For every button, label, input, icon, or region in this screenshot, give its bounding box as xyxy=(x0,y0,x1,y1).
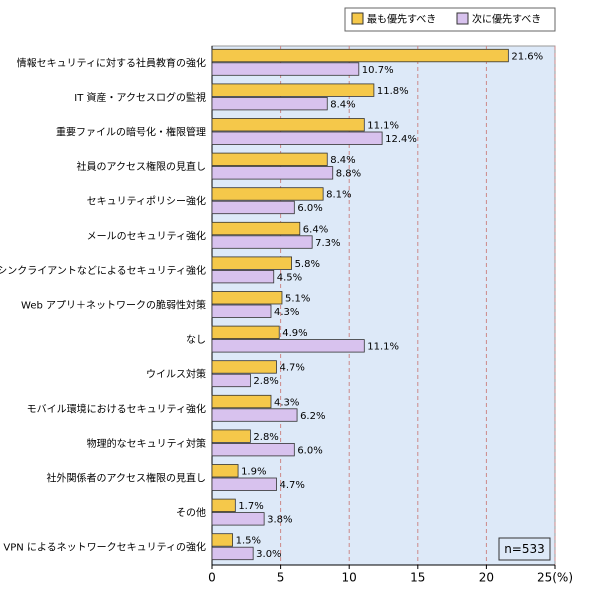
value-label: 1.7% xyxy=(238,501,263,512)
bar xyxy=(211,464,239,478)
bar xyxy=(211,512,265,526)
category-label: IT 資産・アクセスログの監視 xyxy=(74,91,206,104)
bar xyxy=(211,256,292,270)
category-label: ウイルス対策 xyxy=(146,368,206,381)
category-label: 社外関係者のアクセス権限の見直し xyxy=(47,472,207,485)
value-label: 4.7% xyxy=(279,363,304,374)
value-label: 6.2% xyxy=(300,411,325,422)
bar xyxy=(211,97,328,111)
x-tick-label: 5 xyxy=(277,571,285,585)
bar xyxy=(211,131,383,145)
value-label: 6.4% xyxy=(303,224,328,235)
x-tick-label: 15 xyxy=(410,571,425,585)
value-label: 4.5% xyxy=(277,272,302,283)
bar xyxy=(211,291,283,305)
legend-swatch xyxy=(456,12,469,25)
legend-swatch xyxy=(351,12,364,25)
bar xyxy=(211,83,375,97)
value-label: 1.5% xyxy=(236,536,261,547)
category-label: メールのセキュリティ強化 xyxy=(87,229,206,242)
bar xyxy=(211,304,272,318)
bar xyxy=(211,498,236,513)
bar xyxy=(211,118,365,132)
legend-label: 次に優先すべき xyxy=(472,13,541,26)
bar xyxy=(211,360,277,374)
value-label: 11.1% xyxy=(367,342,399,353)
bar xyxy=(211,235,313,249)
value-label: 11.1% xyxy=(367,121,399,132)
value-label: 4.3% xyxy=(274,397,299,408)
bar xyxy=(211,221,301,236)
value-label: 8.8% xyxy=(336,169,361,180)
category-label: VPN によるネットワークセキュリティの強化 xyxy=(3,541,206,554)
value-label: 6.0% xyxy=(297,203,322,214)
bar xyxy=(211,408,298,422)
category-label: Web アプリ＋ネットワークの脆弱性対策 xyxy=(21,299,206,312)
bar xyxy=(211,325,280,340)
category-label: 情報セキュリティに対する社員教育の強化 xyxy=(17,56,206,69)
bar xyxy=(211,477,277,491)
annotation-box xyxy=(498,537,551,561)
value-label: 21.6% xyxy=(511,51,543,62)
x-tick-label: 20 xyxy=(479,571,494,585)
value-label: 5.8% xyxy=(295,259,320,270)
value-label: 8.4% xyxy=(330,155,355,166)
legend-box xyxy=(344,7,556,32)
value-label: 4.3% xyxy=(274,307,299,318)
category-label: 物理的なセキュリティ対策 xyxy=(87,437,206,450)
value-label: 3.8% xyxy=(267,515,292,526)
value-label: 10.7% xyxy=(362,65,394,76)
bar xyxy=(211,166,334,180)
value-label: 11.8% xyxy=(377,86,409,97)
value-label: 2.8% xyxy=(253,432,278,443)
annotation: n=533 xyxy=(504,542,545,556)
bar xyxy=(211,394,272,409)
bar xyxy=(211,152,328,167)
category-label: なし xyxy=(186,334,206,346)
value-label: 5.1% xyxy=(285,294,310,305)
value-label: 4.7% xyxy=(279,480,304,491)
bar xyxy=(211,48,509,63)
value-label: 3.0% xyxy=(256,549,281,560)
value-label: 6.0% xyxy=(297,445,322,456)
value-label: 8.1% xyxy=(326,190,351,201)
category-label: 社員のアクセス権限の見直し xyxy=(77,160,207,173)
value-label: 12.4% xyxy=(385,134,417,145)
category-label: セキュリティポリシー強化 xyxy=(87,195,206,208)
bar xyxy=(211,429,251,443)
x-tick-label: 10 xyxy=(342,571,357,585)
category-label: シンクライアントなどによるセキュリティ強化 xyxy=(0,264,206,277)
value-label: 8.4% xyxy=(330,99,355,110)
x-tick-label: 0 xyxy=(208,571,216,585)
bar xyxy=(211,442,295,457)
category-label: モバイル環境におけるセキュリティ強化 xyxy=(27,402,206,415)
bar xyxy=(211,62,360,76)
bar xyxy=(211,339,365,353)
legend-label: 最も優先すべき xyxy=(367,13,436,26)
category-label: 重要ファイルの暗号化・権限管理 xyxy=(56,126,206,139)
value-label: 7.3% xyxy=(315,238,340,249)
value-label: 1.9% xyxy=(241,467,266,478)
bar xyxy=(211,533,233,547)
bar xyxy=(211,200,295,215)
bar xyxy=(211,187,324,201)
x-tick-label: 25(%) xyxy=(537,571,573,585)
value-label: 4.9% xyxy=(282,328,307,339)
value-label: 2.8% xyxy=(253,376,278,387)
bar xyxy=(211,373,251,388)
category-label: その他 xyxy=(176,506,206,519)
bar xyxy=(211,269,275,284)
bar xyxy=(211,546,254,561)
